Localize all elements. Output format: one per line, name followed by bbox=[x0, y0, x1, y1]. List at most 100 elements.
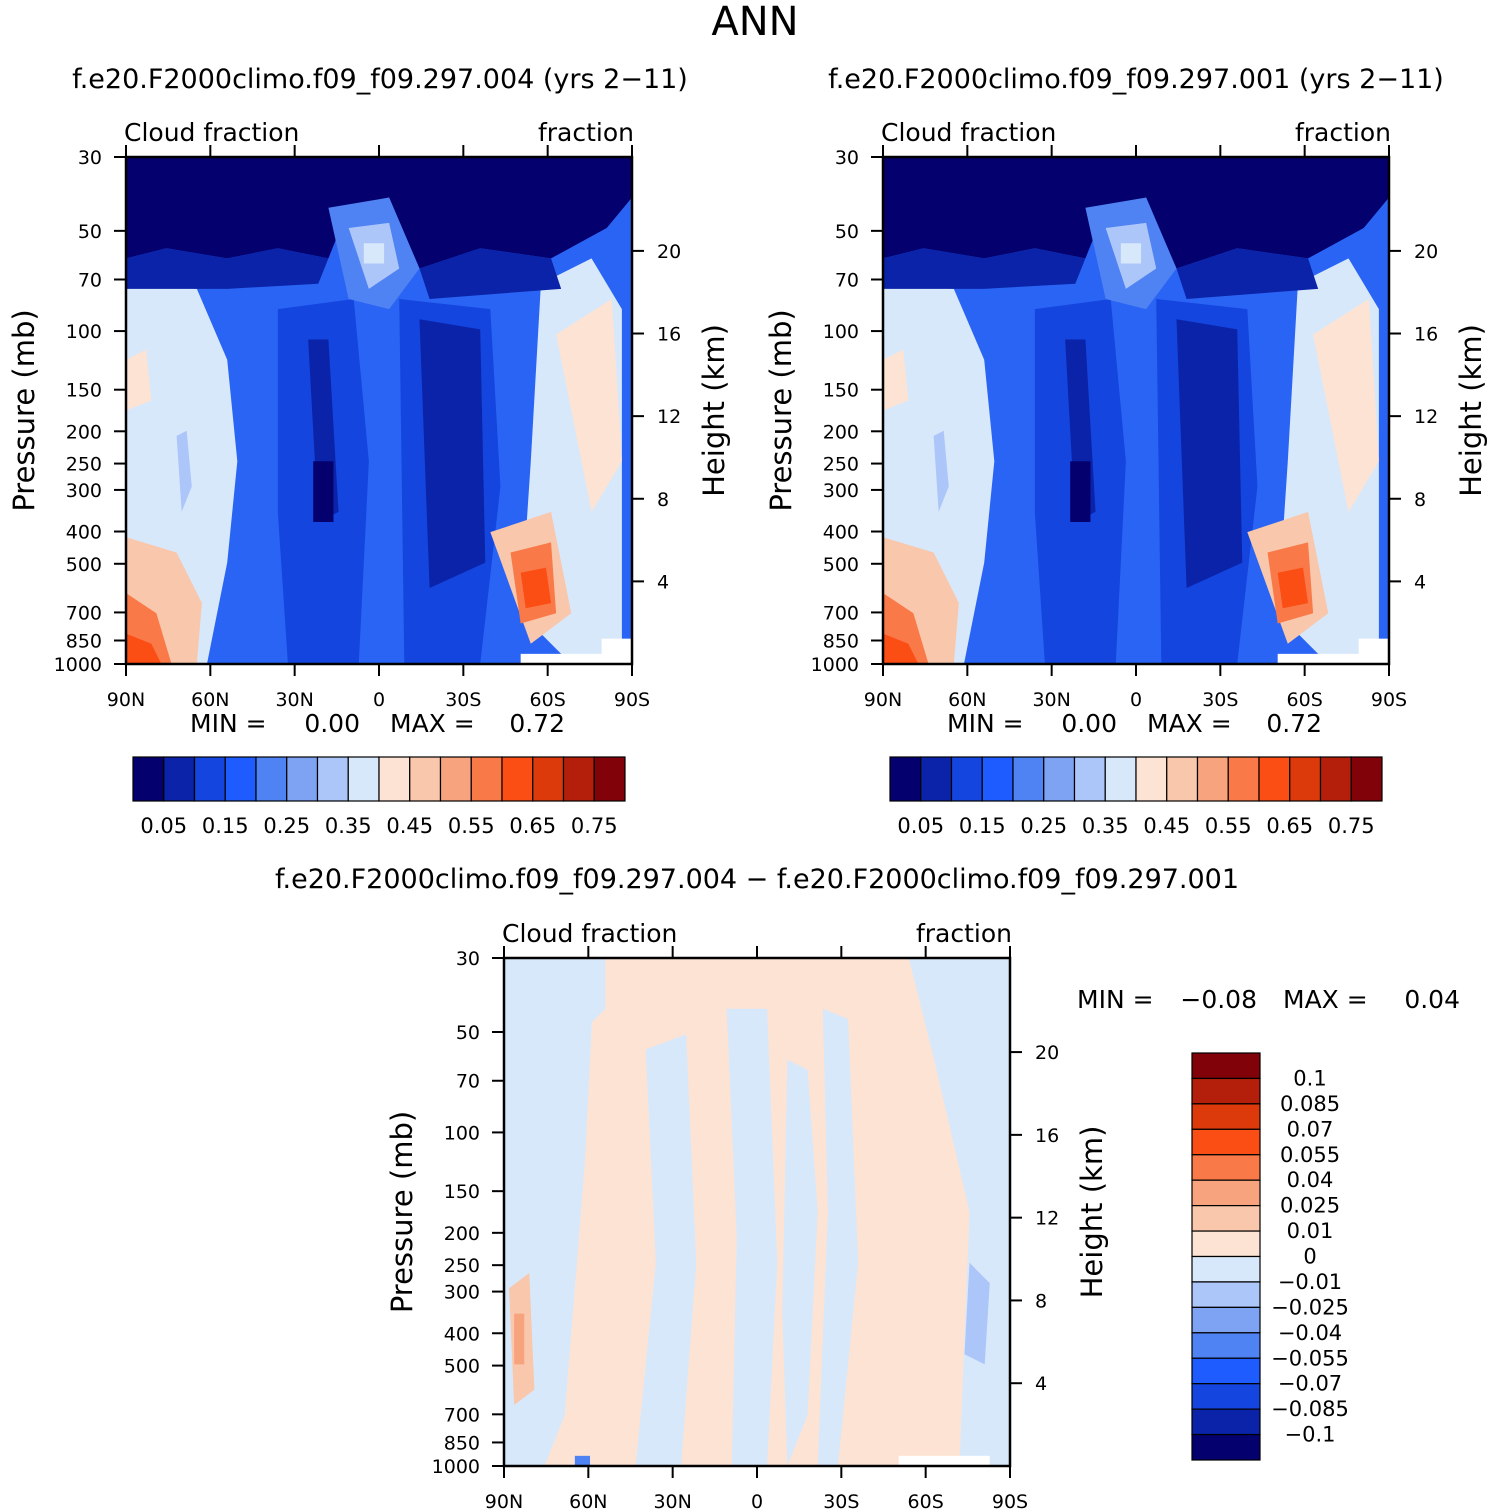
pressure-axis-label: Pressure (mb) bbox=[764, 309, 798, 511]
colorbar-swatch bbox=[470, 756, 503, 802]
height-tick-label: 8 bbox=[1414, 489, 1426, 511]
height-tick-label: 4 bbox=[1414, 571, 1426, 593]
colorbar-swatch bbox=[316, 756, 349, 802]
pressure-tick-label: 400 bbox=[66, 522, 102, 544]
lat-tick-label: 60N bbox=[191, 689, 229, 711]
colorbar-swatch bbox=[224, 756, 257, 802]
lat-tick-label: 0 bbox=[751, 1491, 763, 1512]
pressure-tick-label: 850 bbox=[66, 631, 102, 653]
colorbar-swatch bbox=[593, 756, 626, 802]
colorbar-swatch bbox=[1104, 756, 1137, 802]
colorbar-label: 0.25 bbox=[1020, 814, 1067, 838]
right-string: fraction bbox=[916, 919, 1012, 948]
lat-tick-label: 60S bbox=[530, 689, 566, 711]
pressure-tick-label: 1000 bbox=[432, 1456, 480, 1478]
colorbar-label: 0.55 bbox=[448, 814, 495, 838]
colorbar-swatch bbox=[1012, 756, 1045, 802]
lat-tick-label: 30S bbox=[445, 689, 481, 711]
colorbar-swatch bbox=[1350, 756, 1383, 802]
pressure-tick-label: 100 bbox=[66, 321, 102, 343]
colorbar-label: 0.35 bbox=[325, 814, 372, 838]
colorbar-label: 0 bbox=[1303, 1245, 1316, 1269]
colorbar-label: 0.75 bbox=[571, 814, 618, 838]
pressure-tick-label: 850 bbox=[823, 631, 859, 653]
pressure-tick-label: 150 bbox=[66, 380, 102, 402]
lat-tick-label: 60N bbox=[948, 689, 986, 711]
pressure-tick-label: 200 bbox=[444, 1223, 480, 1245]
pressure-tick-label: 70 bbox=[456, 1071, 480, 1093]
lat-tick-label: 90S bbox=[992, 1491, 1028, 1512]
lat-tick-label: 90N bbox=[485, 1491, 523, 1512]
lat-tick-label: 30N bbox=[275, 689, 313, 711]
pressure-tick-label: 250 bbox=[444, 1255, 480, 1277]
pressure-tick-label: 150 bbox=[823, 380, 859, 402]
pressure-tick-label: 400 bbox=[823, 522, 859, 544]
colorbar-label: 0.055 bbox=[1280, 1143, 1340, 1167]
pressure-tick-label: 700 bbox=[66, 602, 102, 624]
colorbar-swatch bbox=[562, 756, 595, 802]
colorbar-swatch bbox=[1191, 1154, 1261, 1181]
colorbar-swatch bbox=[1191, 1433, 1261, 1461]
lat-tick-label: 90N bbox=[864, 689, 902, 711]
panel1: f.e20.F2000climo.f09_f09.297.004 (yrs 2−… bbox=[7, 64, 731, 838]
contour-field bbox=[883, 157, 1389, 664]
colorbar-swatch bbox=[1191, 1332, 1261, 1359]
colorbar-swatch bbox=[1191, 1128, 1261, 1156]
colorbar-swatch bbox=[981, 756, 1014, 802]
case-title: f.e20.F2000climo.f09_f09.297.004 − f.e20… bbox=[275, 864, 1239, 895]
max-label: MAX = bbox=[1283, 985, 1368, 1014]
colorbar-swatch bbox=[1191, 1179, 1261, 1207]
colorbar-label: 0.05 bbox=[897, 814, 944, 838]
pressure-tick-label: 400 bbox=[444, 1323, 480, 1345]
height-axis-label: Height (km) bbox=[1075, 1126, 1109, 1299]
lat-tick-label: 30N bbox=[653, 1491, 691, 1512]
colorbar-swatch bbox=[255, 756, 288, 802]
height-tick-label: 20 bbox=[1035, 1042, 1059, 1064]
colorbar-label: 0.04 bbox=[1287, 1168, 1334, 1192]
pressure-tick-label: 500 bbox=[823, 554, 859, 576]
colorbar-swatch bbox=[1166, 756, 1199, 802]
max-label: MAX = bbox=[390, 709, 475, 738]
pressure-tick-label: 100 bbox=[823, 321, 859, 343]
colorbar-label: 0.45 bbox=[386, 814, 433, 838]
max-value: 0.04 bbox=[1404, 985, 1460, 1014]
colorbar-label: 0.085 bbox=[1280, 1092, 1340, 1116]
colorbar-swatch bbox=[950, 756, 983, 802]
colorbar-swatch bbox=[1191, 1408, 1261, 1436]
height-tick-label: 8 bbox=[1035, 1290, 1047, 1312]
lat-tick-label: 60N bbox=[569, 1491, 607, 1512]
pressure-tick-label: 700 bbox=[823, 602, 859, 624]
lat-tick-label: 60S bbox=[908, 1491, 944, 1512]
min-label: MIN = bbox=[190, 709, 267, 738]
lat-tick-label: 90N bbox=[107, 689, 145, 711]
lat-tick-label: 90S bbox=[614, 689, 650, 711]
colorbar-swatch bbox=[1258, 756, 1291, 802]
height-axis-label: Height (km) bbox=[697, 324, 731, 497]
pressure-tick-label: 70 bbox=[835, 270, 859, 292]
min-value: 0.00 bbox=[304, 709, 360, 738]
colorbar-swatch bbox=[439, 756, 472, 802]
colorbar-swatch bbox=[1289, 756, 1322, 802]
pressure-tick-label: 30 bbox=[78, 147, 102, 169]
colorbar-swatch bbox=[920, 756, 953, 802]
colorbar-label: −0.04 bbox=[1278, 1321, 1342, 1345]
colorbar-label: −0.01 bbox=[1278, 1270, 1342, 1294]
pressure-tick-label: 200 bbox=[66, 421, 102, 443]
colorbar-label: 0.15 bbox=[202, 814, 249, 838]
pressure-axis-label: Pressure (mb) bbox=[7, 309, 41, 511]
min-value: −0.08 bbox=[1180, 985, 1257, 1014]
colorbar-swatch bbox=[1191, 1357, 1261, 1385]
pressure-tick-label: 250 bbox=[823, 454, 859, 476]
colorbar-label: 0.025 bbox=[1280, 1194, 1340, 1218]
colorbar-label: 0.65 bbox=[1266, 814, 1313, 838]
pressure-tick-label: 1000 bbox=[811, 654, 859, 676]
max-value: 0.72 bbox=[509, 709, 565, 738]
pressure-tick-label: 850 bbox=[444, 1432, 480, 1454]
height-tick-label: 20 bbox=[657, 241, 681, 263]
contour-field bbox=[504, 958, 1010, 1466]
pressure-tick-label: 30 bbox=[835, 147, 859, 169]
colorbar-swatch bbox=[378, 756, 411, 802]
pressure-tick-label: 500 bbox=[66, 554, 102, 576]
lat-tick-label: 30S bbox=[823, 1491, 859, 1512]
colorbar-label: −0.07 bbox=[1278, 1372, 1342, 1396]
